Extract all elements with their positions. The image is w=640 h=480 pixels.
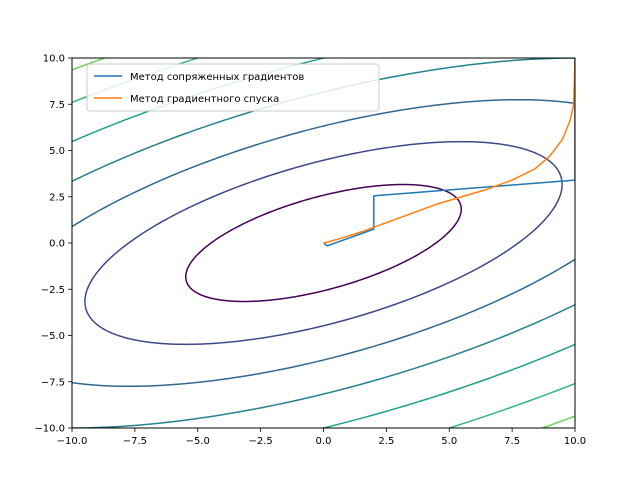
contour-level-3 xyxy=(72,98,575,388)
x-tick-label: −5.0 xyxy=(186,436,210,447)
x-axis: −10.0 −7.5 −5.0 −2.5 0.0 2.5 5.0 7.5 10.0 xyxy=(57,428,586,447)
y-axis: −10.0 −7.5 −5.0 −2.5 0.0 2.5 5.0 7.5 10.0 xyxy=(34,54,72,435)
y-tick-label: −10.0 xyxy=(34,424,65,435)
contour-level-2 xyxy=(84,140,563,346)
x-tick-label: −7.5 xyxy=(123,436,147,447)
x-tick-label: 10.0 xyxy=(564,436,586,447)
contour-level-4 xyxy=(72,58,575,428)
series-line-gradient-descent xyxy=(323,58,575,244)
legend-label-cg: Метод сопряженных градиентов xyxy=(130,72,304,83)
y-tick-label: −5.0 xyxy=(41,331,65,342)
x-tick-label: 2.5 xyxy=(378,436,394,447)
y-tick-label: 0.0 xyxy=(49,239,65,250)
y-tick-label: −7.5 xyxy=(41,377,65,388)
y-tick-label: 7.5 xyxy=(49,100,65,111)
x-tick-label: 7.5 xyxy=(504,436,520,447)
x-tick-label: 5.0 xyxy=(441,436,457,447)
y-tick-label: 5.0 xyxy=(49,146,65,157)
x-tick-label: 0.0 xyxy=(316,436,332,447)
legend-box xyxy=(86,63,380,112)
legend-label-gd: Метод градиентного спуска xyxy=(130,94,279,105)
y-tick-label: 10.0 xyxy=(43,54,65,65)
x-tick-label: −10.0 xyxy=(57,436,88,447)
contour-level-1 xyxy=(184,183,463,303)
y-tick-label: 2.5 xyxy=(49,192,65,203)
legend: Метод сопряженных градиентов Метод гради… xyxy=(86,63,380,112)
series-lines xyxy=(323,58,575,247)
series-line-conjugate-gradient xyxy=(323,58,575,247)
y-tick-label: −2.5 xyxy=(41,285,65,296)
x-tick-label: −2.5 xyxy=(248,436,272,447)
